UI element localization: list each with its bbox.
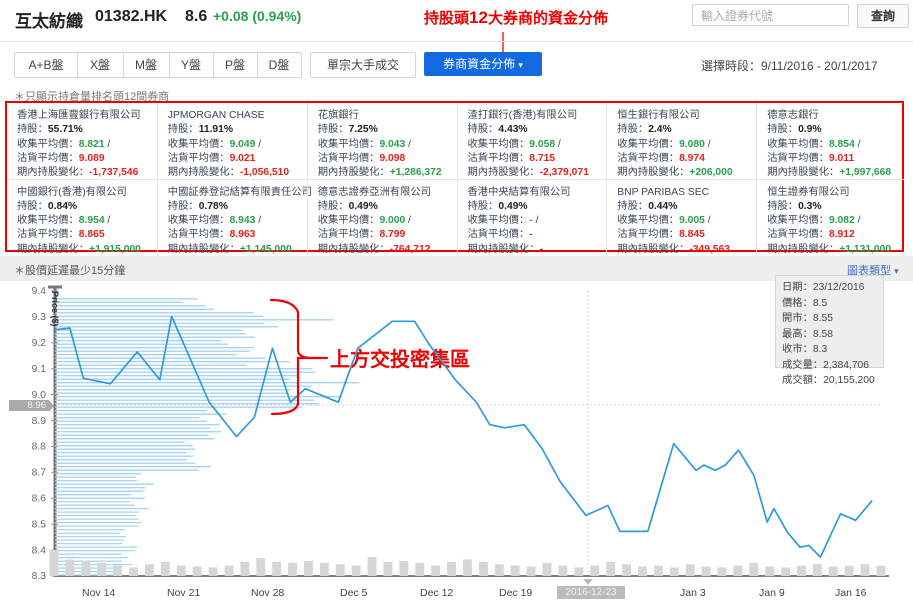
svg-text:8.7: 8.7 — [32, 468, 47, 479]
svg-text:9.1: 9.1 — [32, 364, 47, 375]
svg-text:8.4: 8.4 — [32, 545, 47, 556]
svg-text:8.3: 8.3 — [32, 571, 47, 582]
svg-text:8.5: 8.5 — [32, 519, 47, 530]
svg-text:9.4: 9.4 — [32, 286, 47, 297]
svg-text:9.3: 9.3 — [32, 312, 47, 323]
svg-text:8.9: 8.9 — [32, 416, 47, 427]
svg-text:9.0: 9.0 — [32, 390, 47, 401]
svg-text:8.8: 8.8 — [32, 442, 47, 453]
svg-text:8.6: 8.6 — [32, 494, 47, 505]
svg-text:9.2: 9.2 — [32, 338, 47, 349]
